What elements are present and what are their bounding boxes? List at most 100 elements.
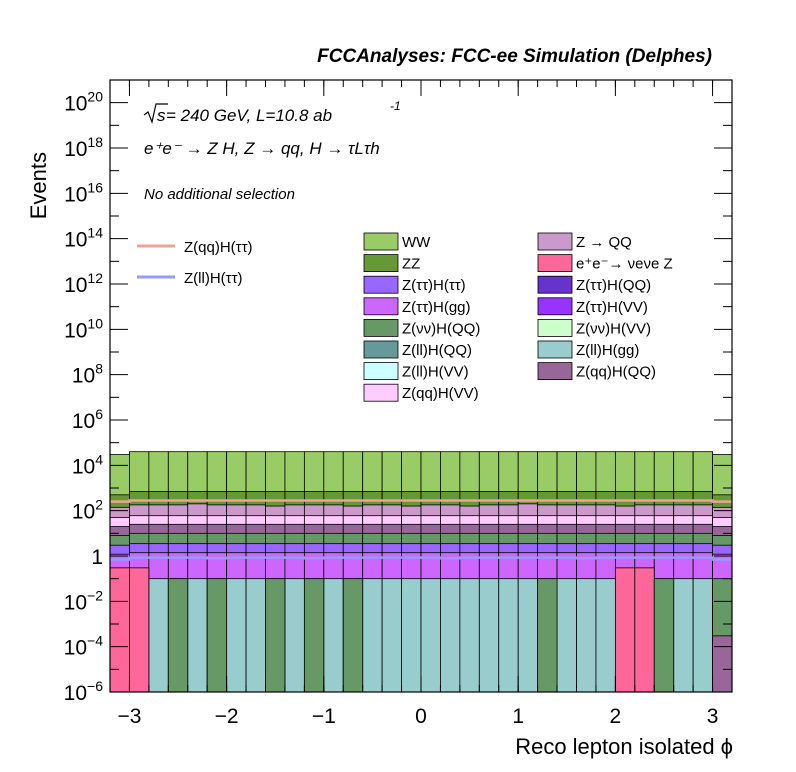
legend-label-zz: ZZ — [402, 256, 420, 273]
y-tick-label: 1012 — [64, 270, 103, 297]
y-tick-label: 1018 — [64, 134, 103, 161]
legend-label-z-ll-h-qq: Z(ll)H(QQ) — [402, 342, 472, 359]
x-axis-label: Reco lepton isolated ϕ — [515, 734, 733, 759]
bar-z-qq-h-qq — [712, 635, 733, 693]
y-tick-label: 1010 — [64, 315, 103, 342]
y-tick-label: 1016 — [64, 179, 103, 206]
legend-label-z-qq-h-qq: Z(qq)H(QQ) — [576, 364, 656, 381]
bar-z-ll-h-gg — [401, 578, 422, 693]
energy-text: = 240 GeV, L=10.8 ab — [166, 106, 332, 125]
bar-z-ll-h-gg — [420, 578, 441, 693]
x-tick-label: −1 — [312, 705, 336, 728]
bar-z-ll-h-gg — [226, 578, 247, 693]
y-tick-label: 102 — [72, 497, 103, 524]
x-tick-label: −3 — [117, 705, 141, 728]
bar-z-ll-h-gg — [245, 578, 266, 693]
stack-legend: WW Z → QQ ZZ e⁺e⁻→ νeνe Z Z(ττ)H(ττ) Z(ττ)H(Q… — [363, 232, 673, 402]
bar-e-e-e-e-z — [634, 567, 655, 693]
legend-swatch-z-h-vv — [537, 297, 573, 316]
bar-z-ll-h-gg — [381, 578, 402, 693]
legend-label-z-qq-h-vv: Z(qq)H(VV) — [402, 385, 479, 402]
legend-swatch-e-e-e-e-z — [537, 254, 573, 273]
bar-z-ll-h-gg — [440, 578, 461, 693]
legend-swatch-z-h-gg — [363, 297, 399, 316]
legend-swatch-z-h-vv — [537, 318, 573, 337]
bar-z-ll-h-gg — [498, 578, 519, 693]
legend-label-z-h-qq: Z(ττ)H(QQ) — [576, 277, 651, 294]
signal-lines — [110, 499, 732, 561]
legend-label-z-h-qq: Z(νν)H(QQ) — [402, 320, 480, 337]
histogram-stack — [109, 451, 733, 693]
legend-swatch-zz — [363, 254, 399, 273]
legend-swatch-z-h — [363, 275, 399, 294]
y-tick-label: 10−6 — [64, 678, 104, 705]
bar-z-ll-h-gg — [478, 578, 500, 693]
bar-e-e-e-e-z — [129, 567, 150, 693]
y-tick-label: 1014 — [64, 225, 103, 252]
x-tick-label: −2 — [215, 705, 239, 728]
y-axis-label: Events — [26, 152, 51, 219]
y-axis: 10−6 10−4 10−2 1 102 104 106 108 1010 1012 1014 101… — [64, 79, 732, 705]
x-axis: −3 −2 −1 0 1 2 3 — [109, 80, 733, 728]
bar-z-ll-h-gg — [459, 578, 480, 693]
energy-annotation: s = 240 GeV, L=10.8 ab -1 — [143, 99, 401, 125]
bar-e-e-e-e-z — [109, 567, 130, 693]
legend-swatch-z-qq — [537, 232, 573, 251]
bar-z-h-qq — [653, 578, 675, 693]
bar-z-h-qq — [167, 578, 189, 693]
sqrt-symbol — [143, 103, 168, 125]
legend-label-z-ll-h-vv: Z(ll)H(VV) — [402, 364, 469, 381]
bar-z-ll-h-gg — [576, 578, 597, 693]
line-legend: Z(qq)H(ττ) Z(ll)H(ττ) — [137, 239, 253, 287]
y-tick-label: 104 — [72, 451, 103, 478]
y-tick-label: 10−4 — [64, 633, 104, 660]
line-z-qq-h — [110, 499, 732, 503]
bar-z-ll-h-gg — [595, 578, 616, 693]
x-tick-label: 0 — [415, 705, 427, 728]
bar-z-h-qq — [303, 578, 325, 693]
y-tick-label: 1 — [91, 546, 103, 569]
legend-swatch-z-qq-h-vv — [363, 383, 399, 402]
bar-z-ll-h-gg — [556, 578, 577, 693]
bar-z-ll-h-gg — [284, 578, 305, 693]
line-z-ll-h — [110, 556, 732, 561]
bar-z-h-qq — [537, 578, 558, 693]
bar-z-ll-h-gg — [673, 578, 694, 693]
bar-z-ll-h-gg — [148, 578, 169, 693]
legend-label-z-h-gg: Z(ττ)H(gg) — [402, 299, 471, 316]
legend-swatch-z-ll-h-vv — [363, 362, 399, 381]
legend-label-z-qq-h: Z(qq)H(ττ) — [184, 239, 253, 256]
selection-annotation: No additional selection — [144, 186, 295, 203]
legend-swatch-z-ll-h-qq — [363, 340, 399, 359]
legend-label-ww: WW — [402, 234, 431, 251]
legend-label-z-ll-h-gg: Z(ll)H(gg) — [576, 342, 639, 359]
bar-z-h-qq — [342, 578, 364, 693]
process-annotation: e⁺e⁻ → Z H, Z → qq, H → τLτh — [144, 139, 380, 158]
energy-sqrt-s: s — [157, 106, 166, 125]
y-tick-label: 1020 — [64, 89, 103, 116]
y-tick-label: 106 — [72, 406, 103, 433]
legend-swatch-z-h-qq — [363, 318, 399, 337]
legend-label-z-h-vv: Z(ττ)H(VV) — [576, 299, 648, 316]
legend-swatch-z-h-qq — [537, 275, 573, 294]
bar-e-e-e-e-z — [614, 567, 636, 693]
bar-z-ll-h-gg — [692, 578, 713, 693]
bar-z-ll-h-gg — [187, 578, 208, 693]
legend-swatch-ww — [363, 232, 399, 251]
chart-title: FCCAnalyses: FCC-ee Simulation (Delphes) — [317, 46, 712, 67]
legend-label-z-h: Z(ττ)H(ττ) — [402, 277, 466, 294]
x-tick-label: 1 — [512, 705, 524, 728]
bar-z-ll-h-gg — [517, 578, 539, 693]
legend-swatch-z-qq-h-qq — [537, 362, 573, 381]
energy-exponent: -1 — [390, 99, 401, 113]
x-tick-label: 3 — [707, 705, 719, 728]
bar-z-h-qq — [265, 578, 286, 693]
legend-label-z-qq: Z → QQ — [576, 234, 632, 251]
legend-swatch-z-ll-h-gg — [537, 340, 573, 359]
legend-label-e-e-e-e-z: e⁺e⁻→ νeνe Z — [576, 256, 673, 273]
bar-z-ll-h-gg — [362, 578, 383, 693]
legend-label-z-h-vv: Z(νν)H(VV) — [576, 320, 651, 337]
bar-z-ll-h-gg — [323, 578, 344, 693]
y-tick-label: 10−2 — [64, 587, 104, 614]
